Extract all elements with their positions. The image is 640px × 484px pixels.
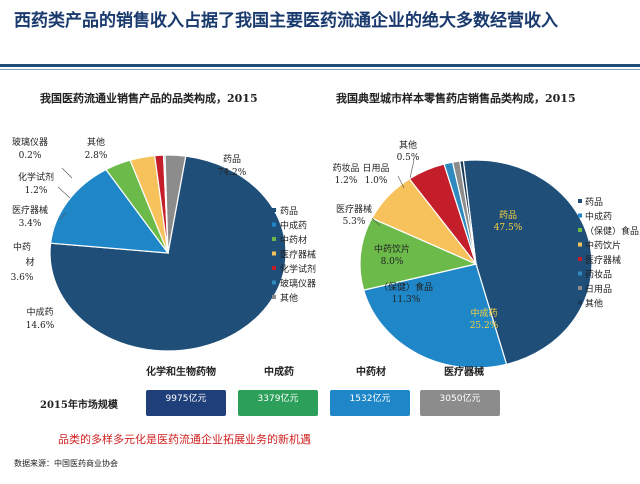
pie-slice: [49, 168, 170, 254]
slice-value-label: 3.4%: [19, 219, 42, 229]
page-title: 西药类产品的销售收入占据了我国主要医药流通企业的绝大多数经营收入: [14, 11, 558, 31]
slice-value-label: 74.2%: [218, 168, 247, 178]
legend-label: 其他: [585, 298, 603, 310]
pie-slice: [459, 159, 477, 265]
pie-slice: [462, 159, 593, 366]
legend-label: 医疗器械: [585, 254, 621, 266]
slice-value-label: 14.6%: [26, 321, 55, 331]
note-text: 品类的多样多元化是医药流通企业拓展业务的新机遇: [58, 433, 311, 446]
legend-label: 药妆品: [585, 269, 612, 281]
pie-slice: [164, 154, 187, 254]
leader-line: [371, 217, 381, 227]
slice-name-label: 中药: [13, 241, 31, 253]
pie-slice: [359, 217, 478, 291]
legend-swatch: [578, 242, 582, 247]
slice-value-label: 1.0%: [365, 176, 388, 186]
slice-name-label: 药妆品: [332, 162, 359, 174]
slice-value-label: 1.2%: [335, 176, 358, 186]
legend-swatch: [578, 213, 582, 218]
legend-label: 其他: [280, 292, 298, 304]
legend-swatch: [578, 286, 582, 290]
legend-label: （保健）食品: [585, 225, 639, 237]
slice-name-label: 化学试剂: [18, 171, 54, 183]
legend-swatch: [578, 228, 582, 232]
scale-category: 中成药: [264, 367, 294, 378]
slice-value-label: 0.2%: [19, 151, 42, 161]
leader-line: [59, 211, 67, 221]
scale-value-box: 9975亿元: [146, 390, 226, 416]
legend-swatch: [578, 271, 582, 276]
scale-value-box: 3050亿元: [420, 390, 500, 416]
scale-value-box: 3379亿元: [238, 390, 318, 416]
slice-name-label: 药品: [223, 154, 241, 165]
legend-label: 中药饮片: [585, 240, 621, 252]
slice-name-label: 日用品: [362, 163, 389, 174]
slice-name-label: 其他: [87, 136, 105, 148]
title-rule: [0, 64, 640, 67]
legend-label: 日用品: [585, 284, 612, 295]
legend-swatch: [272, 237, 276, 241]
slice-value-label: 47.5%: [494, 223, 523, 233]
slice-name-label: 中成药: [470, 307, 497, 319]
slice-name-label: 医疗器械: [12, 204, 48, 216]
slice-value-label: 0.5%: [397, 153, 420, 163]
leader-line: [61, 167, 73, 179]
slice-value-label: 8.0%: [381, 257, 404, 267]
slice-name-label: 药品: [499, 210, 517, 221]
slice-name-label: 中成药: [26, 306, 53, 318]
chart-title-right: 我国典型城市样本零售药店销售品类构成，2015: [336, 92, 576, 105]
slice-name-label: 玻璃仪器: [12, 136, 48, 148]
scale-category: 中药材: [356, 367, 386, 378]
legend-swatch: [272, 280, 276, 285]
source-text: 数据来源：中国医药商业协会: [14, 459, 118, 468]
slice-name-label: 材: [25, 256, 34, 268]
legend-swatch: [578, 199, 582, 203]
chart-title-left: 我国医药流通业销售产品的品类构成，2015: [40, 92, 258, 105]
legend-label: 药品: [280, 206, 298, 217]
slice-value-label: 25.2%: [470, 321, 499, 331]
slice-value-label: 3.6%: [11, 273, 34, 283]
leader-line: [57, 186, 71, 199]
legend-swatch: [272, 208, 276, 212]
leader-line: [409, 159, 415, 179]
scale-row-label: 2015年市场规模: [40, 400, 118, 411]
legend-swatch: [578, 257, 582, 261]
legend-label: 中药材: [280, 234, 307, 246]
slice-name-label: （保健）食品: [379, 281, 433, 293]
slice-value-label: 2.8%: [85, 151, 108, 161]
scale-value-box: 1532亿元: [330, 390, 410, 416]
pie-slice: [362, 263, 508, 369]
legend-swatch: [272, 266, 276, 270]
legend-label: 中成药: [585, 211, 612, 223]
legend-label: 化学试剂: [280, 263, 316, 275]
scale-category: 医疗器械: [444, 367, 484, 378]
legend-swatch: [272, 222, 276, 227]
legend-swatch: [578, 300, 582, 305]
slice-value-label: 11.3%: [392, 295, 421, 305]
legend-label: 医疗器械: [280, 249, 316, 261]
slice-name-label: 中药饮片: [374, 243, 410, 255]
legend-swatch: [272, 251, 276, 256]
slice-name-label: 医疗器械: [336, 203, 372, 215]
legend-swatch: [272, 295, 276, 299]
slice-name-label: 其他: [399, 139, 417, 151]
legend-label: 中成药: [280, 220, 307, 232]
legend-label: 药品: [585, 197, 603, 208]
slice-value-label: 1.2%: [25, 186, 48, 196]
scale-category: 化学和生物药物: [146, 367, 216, 378]
title-rule-thin: [0, 69, 640, 70]
legend-label: 玻璃仪器: [280, 278, 316, 290]
slice-value-label: 5.3%: [343, 217, 366, 227]
leader-line: [397, 175, 405, 189]
